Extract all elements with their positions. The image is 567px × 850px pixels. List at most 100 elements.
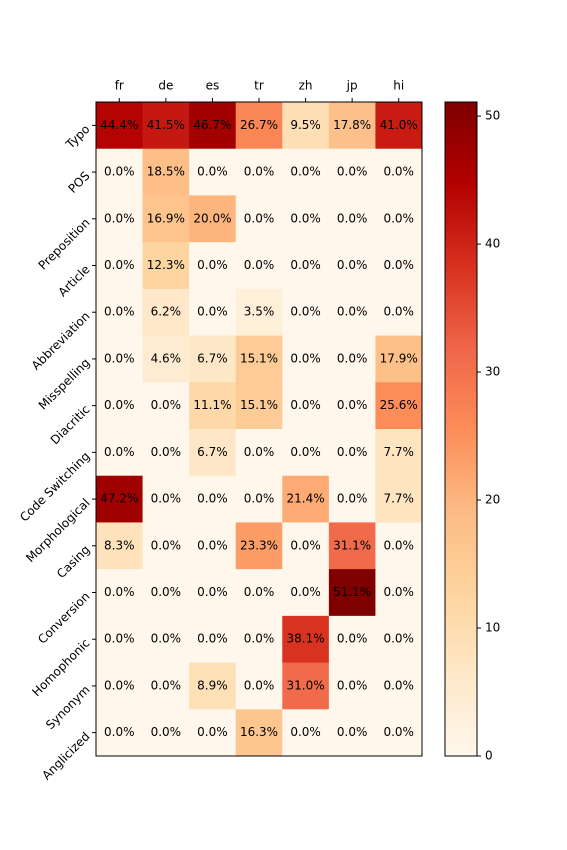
heatmap-cell: [375, 242, 423, 290]
y-tick-label: Casing: [54, 542, 93, 581]
cell-label: 0.0%: [197, 165, 228, 179]
cell-label: 0.0%: [337, 258, 368, 272]
x-tick-label: tr: [254, 79, 264, 93]
cell-label: 51.1%: [333, 585, 371, 599]
heatmap-cell: [142, 569, 190, 617]
cell-label: 0.0%: [244, 258, 275, 272]
heatmap-cell: [96, 242, 144, 290]
cell-label: 11.1%: [193, 398, 231, 412]
cell-label: 0.0%: [244, 632, 275, 646]
cell-label: 0.0%: [104, 258, 135, 272]
cell-label: 26.7%: [240, 118, 278, 132]
cell-label: 0.0%: [290, 445, 321, 459]
cell-label: 0.0%: [383, 725, 414, 739]
heatmap-cell: [96, 615, 144, 664]
cell-label: 0.0%: [383, 678, 414, 692]
cell-label: 8.3%: [104, 538, 135, 552]
heatmap-cell: [328, 662, 376, 710]
heatmap-cell: [189, 382, 237, 430]
cell-label: 8.9%: [197, 678, 228, 692]
cell-label: 0.0%: [290, 538, 321, 552]
heatmap-cell: [235, 195, 283, 243]
heatmap-cell: [235, 382, 283, 430]
cell-label: 0.0%: [104, 211, 135, 225]
cell-label: 0.0%: [197, 258, 228, 272]
y-tick-label: Diacritic: [48, 402, 93, 447]
cell-label: 0.0%: [151, 398, 182, 412]
y-tick-label: POS: [66, 169, 93, 196]
cell-label: 0.0%: [104, 351, 135, 365]
heatmap-cell: [142, 522, 190, 570]
heatmap-cell: [375, 102, 423, 150]
cell-label: 0.0%: [151, 632, 182, 646]
cell-label: 0.0%: [244, 678, 275, 692]
heatmap-cell: [282, 429, 330, 477]
x-tick-label: zh: [299, 79, 313, 93]
cell-label: 0.0%: [383, 165, 414, 179]
colorbar-tick-label: 40: [485, 237, 500, 251]
x-tick-label: es: [206, 79, 220, 93]
heatmap-cell: [328, 522, 376, 570]
cell-label: 12.3%: [147, 258, 185, 272]
heatmap-cell: [96, 709, 144, 757]
heatmap-cell: [328, 335, 376, 383]
heatmap-cell: [282, 709, 330, 757]
heatmap-cell: [375, 522, 423, 570]
cell-label: 0.0%: [290, 398, 321, 412]
heatmap-cell: [282, 148, 330, 196]
cell-label: 0.0%: [290, 351, 321, 365]
cell-label: 0.0%: [290, 305, 321, 319]
cell-label: 0.0%: [337, 398, 368, 412]
heatmap-cell: [189, 429, 237, 477]
heatmap-cell: [189, 662, 237, 710]
heatmap-cell: [375, 475, 423, 523]
heatmap-cell: [235, 569, 283, 617]
heatmap-cell: [328, 148, 376, 196]
cell-label: 0.0%: [337, 445, 368, 459]
y-tick-label: Typo: [63, 122, 93, 152]
cell-label: 0.0%: [151, 725, 182, 739]
heatmap-cell: [235, 288, 283, 337]
cell-label: 47.2%: [100, 492, 138, 506]
cell-label: 0.0%: [383, 538, 414, 552]
cell-label: 41.5%: [147, 118, 185, 132]
heatmap-cell: [328, 429, 376, 477]
cell-label: 0.0%: [290, 585, 321, 599]
heatmap-cell: [96, 148, 144, 196]
colorbar-tick-label: 20: [485, 493, 500, 507]
cell-label: 0.0%: [104, 398, 135, 412]
cell-label: 0.0%: [337, 351, 368, 365]
heatmap-cell: [189, 475, 237, 523]
cell-label: 0.0%: [290, 258, 321, 272]
cell-label: 0.0%: [244, 585, 275, 599]
y-tick-label: Synonym: [43, 683, 93, 733]
cell-label: 0.0%: [244, 211, 275, 225]
x-tick-label: fr: [115, 79, 124, 93]
cell-label: 16.9%: [147, 211, 185, 225]
cell-label: 0.0%: [197, 305, 228, 319]
heatmap-cell: [142, 195, 190, 243]
cell-label: 0.0%: [244, 165, 275, 179]
heatmap-cell: [189, 709, 237, 757]
heatmap-cell: [96, 195, 144, 243]
x-tick-label: hi: [393, 79, 404, 93]
cell-label: 7.7%: [383, 445, 414, 459]
heatmap-cell: [96, 662, 144, 710]
cell-label: 7.7%: [383, 492, 414, 506]
heatmap-cell: [235, 615, 283, 664]
cell-label: 0.0%: [104, 165, 135, 179]
cell-label: 0.0%: [151, 538, 182, 552]
heatmap-cell: [142, 148, 190, 196]
cell-label: 0.0%: [104, 725, 135, 739]
colorbar: [444, 101, 478, 757]
cell-label: 0.0%: [383, 632, 414, 646]
cell-label: 0.0%: [104, 585, 135, 599]
cell-label: 0.0%: [383, 305, 414, 319]
cell-label: 31.0%: [287, 678, 325, 692]
cell-label: 0.0%: [197, 492, 228, 506]
heatmap-cell: [96, 102, 144, 150]
heatmap-cell: [235, 148, 283, 196]
cell-label: 0.0%: [197, 585, 228, 599]
heatmap-cell: [282, 288, 330, 337]
cell-label: 17.9%: [380, 351, 418, 365]
